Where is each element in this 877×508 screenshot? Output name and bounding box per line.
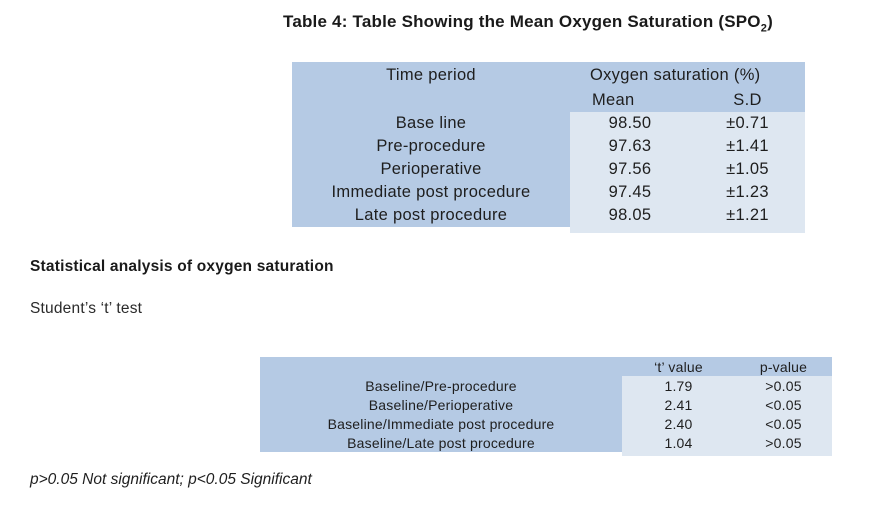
p-value: <0.05 bbox=[735, 414, 832, 433]
t-value: 2.40 bbox=[622, 414, 735, 433]
t-value: 1.79 bbox=[622, 376, 735, 395]
significance-footnote: p>0.05 Not significant; p<0.05 Significa… bbox=[30, 471, 312, 488]
row-label: Late post procedure bbox=[292, 204, 570, 227]
sd-header: S.D bbox=[690, 88, 805, 112]
table-row: Baseline/Late post procedure 1.04 >0.05 bbox=[260, 433, 832, 452]
p-value: >0.05 bbox=[735, 376, 832, 395]
t-value: 2.41 bbox=[622, 395, 735, 414]
empty-header-cell bbox=[292, 88, 570, 112]
row-label: Pre-procedure bbox=[292, 135, 570, 158]
mean-value: 97.56 bbox=[570, 158, 690, 181]
sd-value: ±1.21 bbox=[690, 204, 805, 227]
table-bottom-strip bbox=[292, 227, 805, 233]
row-label: Baseline/Perioperative bbox=[260, 395, 622, 414]
table-header-row: Time period Oxygen saturation (%) bbox=[292, 62, 805, 88]
strip-fill bbox=[570, 227, 690, 233]
time-period-header: Time period bbox=[292, 62, 570, 88]
p-value-header: p-value bbox=[735, 357, 832, 376]
oxygen-saturation-group-header: Oxygen saturation (%) bbox=[570, 62, 805, 88]
mean-value: 97.45 bbox=[570, 181, 690, 204]
row-label: Immediate post procedure bbox=[292, 181, 570, 204]
sd-value: ±0.71 bbox=[690, 112, 805, 135]
mean-value: 97.63 bbox=[570, 135, 690, 158]
t-value-header: ‘t’ value bbox=[622, 357, 735, 376]
stat-analysis-heading: Statistical analysis of oxygen saturatio… bbox=[30, 258, 334, 275]
row-label: Base line bbox=[292, 112, 570, 135]
row-label: Baseline/Immediate post procedure bbox=[260, 414, 622, 433]
students-t-test-heading: Student’s ‘t’ test bbox=[30, 300, 143, 317]
mean-value: 98.05 bbox=[570, 204, 690, 227]
table-row: Baseline/Pre-procedure 1.79 >0.05 bbox=[260, 376, 832, 395]
table-bottom-strip bbox=[260, 452, 832, 456]
mean-header: Mean bbox=[570, 88, 690, 112]
t-value: 1.04 bbox=[622, 433, 735, 452]
spo2-table: Time period Oxygen saturation (%) Mean S… bbox=[292, 62, 805, 233]
t-test-table: ‘t’ value p-value Baseline/Pre-procedure… bbox=[260, 357, 832, 456]
p-value: <0.05 bbox=[735, 395, 832, 414]
table-row: Perioperative 97.56 ±1.05 bbox=[292, 158, 805, 181]
table-subheader-row: Mean S.D bbox=[292, 88, 805, 112]
mean-value: 98.50 bbox=[570, 112, 690, 135]
table-header-row: ‘t’ value p-value bbox=[260, 357, 832, 376]
sd-value: ±1.23 bbox=[690, 181, 805, 204]
table-row: Pre-procedure 97.63 ±1.41 bbox=[292, 135, 805, 158]
table-row: Immediate post procedure 97.45 ±1.23 bbox=[292, 181, 805, 204]
table-row: Late post procedure 98.05 ±1.21 bbox=[292, 204, 805, 227]
row-label: Baseline/Pre-procedure bbox=[260, 376, 622, 395]
sd-value: ±1.05 bbox=[690, 158, 805, 181]
sd-value: ±1.41 bbox=[690, 135, 805, 158]
table-row: Base line 98.50 ±0.71 bbox=[292, 112, 805, 135]
table-row: Baseline/Immediate post procedure 2.40 <… bbox=[260, 414, 832, 433]
strip-fill bbox=[622, 452, 735, 456]
page-title-main: Table 4: Table Showing the Mean Oxygen S… bbox=[283, 12, 761, 31]
row-label: Perioperative bbox=[292, 158, 570, 181]
page-title-subscript: 2 bbox=[760, 22, 768, 35]
page-title: Table 4: Table Showing the Mean Oxygen S… bbox=[283, 12, 773, 34]
row-label: Baseline/Late post procedure bbox=[260, 433, 622, 452]
strip-spacer bbox=[260, 452, 622, 456]
strip-spacer bbox=[292, 227, 570, 233]
strip-fill bbox=[735, 452, 832, 456]
empty-header-cell bbox=[260, 357, 622, 376]
strip-fill bbox=[690, 227, 805, 233]
p-value: >0.05 bbox=[735, 433, 832, 452]
table-row: Baseline/Perioperative 2.41 <0.05 bbox=[260, 395, 832, 414]
page-title-end: ) bbox=[767, 12, 773, 31]
